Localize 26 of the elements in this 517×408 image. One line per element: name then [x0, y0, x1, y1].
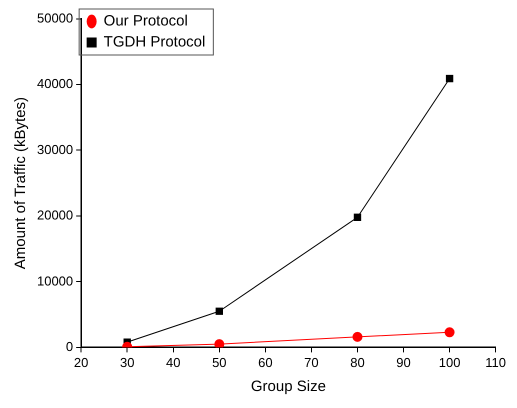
x-tick-label: 40 — [166, 354, 180, 370]
x-tick-label: 90 — [396, 354, 411, 370]
x-tick-label: 70 — [304, 354, 319, 370]
x-tick-label: 20 — [74, 354, 88, 370]
x-tick-label: 80 — [350, 354, 365, 370]
legend-label: TGDH Protocol — [104, 34, 206, 51]
x-axis-title: Group Size — [250, 378, 326, 396]
x-tick-label: 30 — [120, 354, 134, 370]
x-tick-label: 110 — [485, 354, 506, 370]
point — [352, 332, 362, 342]
point — [446, 74, 454, 82]
y-tick-label: 40000 — [36, 76, 74, 92]
x-tick-label: 50 — [212, 354, 227, 370]
y-tick-label: 20000 — [36, 208, 74, 223]
x-tick-label: 100 — [438, 354, 460, 370]
y-axis-title: Amount of Traffic (kBytes) — [12, 96, 30, 270]
y-tick-label: 30000 — [36, 142, 74, 157]
point — [214, 339, 224, 348]
point — [444, 327, 455, 338]
x-tick-label: 60 — [258, 354, 273, 370]
y-tick-label: 10000 — [36, 273, 74, 288]
y-tick-label: 0 — [66, 338, 74, 354]
point — [354, 214, 362, 221]
point — [216, 308, 223, 315]
y-tick-label: 50000 — [36, 10, 74, 26]
legend-label: Our Protocol — [104, 12, 188, 30]
